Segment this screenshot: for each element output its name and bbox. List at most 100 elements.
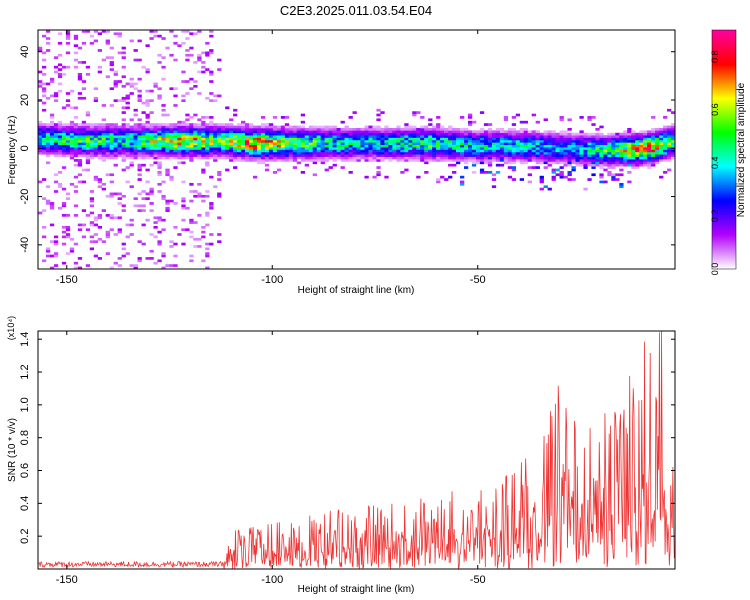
spectrogram-cell xyxy=(153,221,158,224)
spectrogram-cell xyxy=(404,139,409,143)
spectrogram-cell xyxy=(563,175,568,179)
spectrogram-cell xyxy=(69,139,75,143)
spectrogram-cell xyxy=(635,139,640,143)
spectrogram-cell xyxy=(157,139,162,143)
spectrogram-cell xyxy=(348,139,353,143)
spectrogram-cell xyxy=(241,151,246,155)
spectrogram-cell xyxy=(169,240,174,244)
spectrogram-cell xyxy=(667,168,672,172)
spectrogram-cell xyxy=(456,142,461,146)
spectrogram-cell xyxy=(105,127,110,131)
spectrogram-cell xyxy=(376,147,381,150)
spectrogram-cell xyxy=(157,242,162,246)
spectrogram-cell xyxy=(233,139,238,143)
spectrogram-cell xyxy=(643,159,648,162)
spectrogram-cell xyxy=(77,266,83,270)
spectrogram-cell xyxy=(631,166,636,169)
spectrogram-cell xyxy=(65,132,71,136)
spectrogram-cell xyxy=(547,137,552,141)
spectrogram-cell xyxy=(639,163,644,167)
spectrogram-cell xyxy=(296,144,302,148)
spectrogram-cell xyxy=(567,149,572,153)
spectrogram-cell xyxy=(157,259,162,263)
spectrogram-cell xyxy=(245,125,250,129)
spectrogram-cell xyxy=(635,154,640,157)
spectrogram-cell xyxy=(551,130,556,134)
spectrogram-cell xyxy=(65,142,71,146)
spectrogram-cell xyxy=(647,159,652,162)
spectrogram-cell xyxy=(587,116,592,119)
spectrogram-cell xyxy=(555,151,560,155)
spectrogram-cell xyxy=(380,144,385,148)
spectrogram-cell xyxy=(121,149,126,153)
spectrogram-cell xyxy=(647,137,652,141)
spectrogram-cell xyxy=(53,130,59,134)
spectrogram-cell xyxy=(475,142,481,146)
spectrogram-cell xyxy=(113,99,118,102)
spectrogram-cell xyxy=(133,58,138,62)
spectrogram-cell xyxy=(543,139,548,143)
spectrogram-cell xyxy=(467,120,473,124)
spectrogram-cell xyxy=(551,149,556,153)
spectrogram-cell xyxy=(432,154,437,157)
spectrogram-cell xyxy=(332,135,337,138)
spectrogram-cell xyxy=(213,99,218,102)
spectrogram-cell xyxy=(97,65,102,69)
snr-y-tick-label: 0.8 xyxy=(19,430,31,445)
spectrogram-cell xyxy=(404,123,409,126)
spectrogram-cell xyxy=(659,156,664,160)
spectrogram-cell xyxy=(41,87,47,91)
spectrogram-cell xyxy=(356,135,361,138)
spectrogram-cell xyxy=(659,151,664,155)
spectrogram-cell xyxy=(332,139,337,143)
spectrogram-cell xyxy=(157,123,162,126)
spectrogram-cell xyxy=(519,147,525,150)
spectrogram-cell xyxy=(436,137,441,141)
spectrogram-cell xyxy=(579,149,584,153)
spectrogram-cell xyxy=(93,154,99,157)
spectrogram-cell xyxy=(249,139,254,143)
spectrogram-cell xyxy=(65,214,71,217)
spectrogram-cell xyxy=(332,147,337,150)
spectrogram-cell xyxy=(157,96,162,100)
spectrogram-cell xyxy=(543,147,548,150)
spectrogram-cell xyxy=(61,130,67,134)
spectrogram-cell xyxy=(587,156,592,160)
spectrogram-cell xyxy=(97,132,102,136)
spectrogram-cell xyxy=(241,125,246,129)
spectrogram-cell xyxy=(233,156,238,160)
spectrogram-cell xyxy=(57,185,63,189)
spectrogram-cell xyxy=(599,154,604,157)
spectrogram-cell xyxy=(260,125,266,129)
spectrogram-cell xyxy=(73,261,79,265)
spectrogram-cell xyxy=(324,132,329,136)
spectrogram-cell xyxy=(567,127,572,131)
spectrogram-cell xyxy=(209,154,214,157)
spectrogram-cell xyxy=(631,149,636,153)
spectrogram-cell xyxy=(651,163,656,167)
spectrogram-cell xyxy=(177,161,182,165)
spectrogram-cell xyxy=(260,116,266,119)
spectrogram-cell xyxy=(436,127,441,131)
spectrogram-cell xyxy=(205,135,210,138)
spectrogram-cell xyxy=(77,159,83,162)
spectrogram-cell xyxy=(671,111,676,114)
spectrogram-cell xyxy=(229,149,234,153)
spectrogram-cell xyxy=(53,151,59,155)
spectrogram-cell xyxy=(181,142,186,146)
spectrogram-cell xyxy=(185,130,190,134)
spectrogram-cell xyxy=(372,156,377,160)
spectrogram-cell xyxy=(551,142,556,146)
spectrogram-cell xyxy=(181,120,186,124)
spectrogram-cell xyxy=(463,147,469,150)
spectrogram-cell xyxy=(272,154,278,157)
spectrogram-cell xyxy=(97,185,102,189)
spectrogram-cell xyxy=(308,130,314,134)
spectrogram-cell xyxy=(619,151,624,155)
spectrogram-cell xyxy=(535,147,540,150)
spectrogram-cell xyxy=(229,130,234,134)
spectrogram-cell xyxy=(559,130,564,134)
spectrogram-cell xyxy=(615,144,620,148)
spectrogram-frame xyxy=(37,29,676,270)
spectrogram-cell xyxy=(149,156,154,160)
